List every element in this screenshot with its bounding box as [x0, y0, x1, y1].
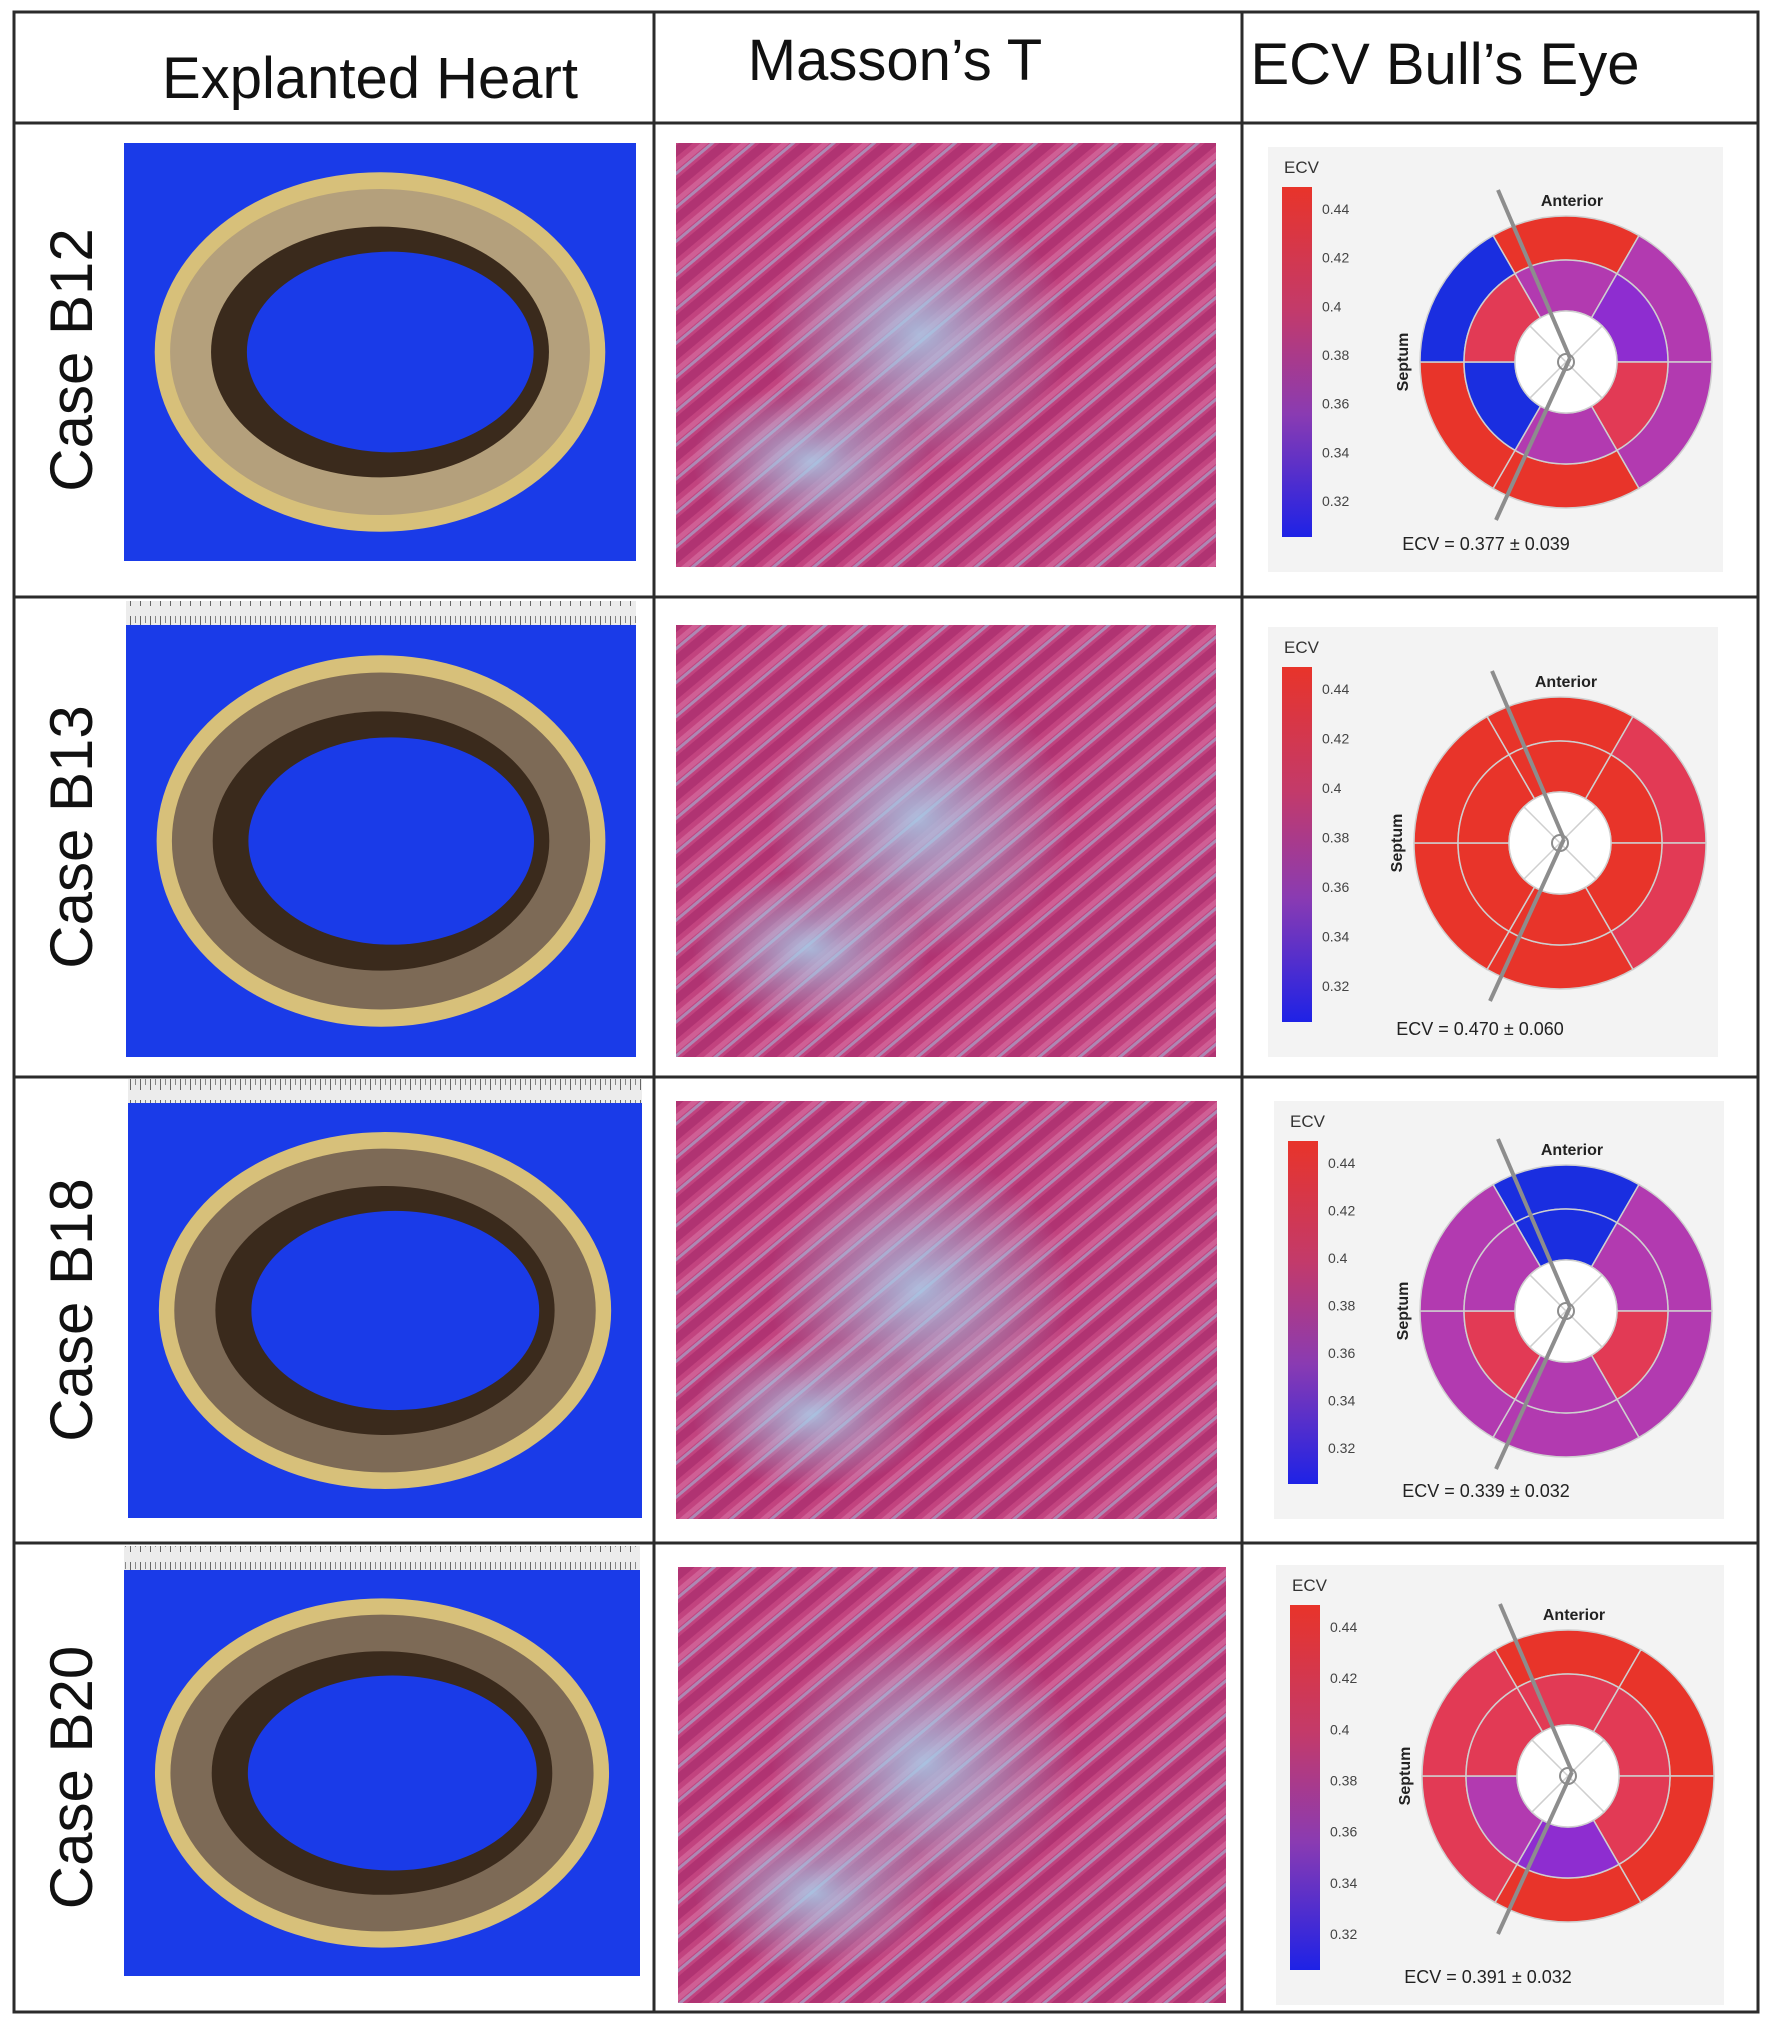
colorbar-tick-label: 0.44	[1322, 681, 1349, 697]
colorbar-title: ECV	[1284, 158, 1320, 177]
colorbar-tick-label: 0.44	[1328, 1155, 1355, 1171]
reference-line	[1494, 357, 1572, 521]
septum-label: Septum	[1389, 814, 1406, 873]
bulls-eye-plot	[1419, 189, 1713, 521]
colorbar-tick-label: 0.34	[1330, 1875, 1357, 1891]
header-ecv-bulls-eye: ECV Bull’s Eye	[1251, 32, 1640, 97]
colorbar-tick-label: 0.36	[1330, 1824, 1357, 1840]
colorbar-tick-label: 0.34	[1322, 444, 1349, 460]
colorbar-tick-label: 0.44	[1322, 201, 1349, 217]
case-row: Case B20 ECV 0.44 0.42 0.4 0.38 0.36 0.34 0.32 An…	[38, 1546, 1724, 2005]
reference-line	[1498, 1603, 1574, 1773]
colorbar-tick-label: 0.42	[1328, 1203, 1355, 1219]
reference-line	[1494, 1306, 1572, 1470]
ruler	[124, 1546, 640, 1572]
colorbar-tick-label: 0.44	[1330, 1619, 1357, 1635]
massons-trichrome-image	[676, 143, 1216, 567]
colorbar-tick-label: 0.34	[1328, 1393, 1355, 1409]
header-explanted-heart: Explanted Heart	[162, 46, 578, 111]
colorbar-title: ECV	[1290, 1112, 1326, 1131]
colorbar-tick-label: 0.32	[1328, 1440, 1355, 1456]
anterior-label: Anterior	[1541, 193, 1603, 210]
colorbar-tick-label: 0.32	[1330, 1926, 1357, 1942]
colorbar-tick-label: 0.32	[1322, 978, 1349, 994]
colorbar-tick-label: 0.36	[1322, 396, 1349, 412]
ecv-bulls-eye-panel: ECV 0.44 0.42 0.4 0.38 0.36 0.34 0.32 Anterior Se…	[1274, 1101, 1724, 1519]
colorbar	[1288, 1141, 1318, 1484]
case-rows: Case B12 ECV 0.44 0.42 0.4 0.38 0.36 0.34 0.32 An…	[38, 143, 1724, 2005]
colorbar	[1290, 1605, 1320, 1970]
colorbar-tick-label: 0.34	[1322, 929, 1349, 945]
colorbar-tick-label: 0.4	[1322, 780, 1342, 796]
colorbar-tick-label: 0.38	[1322, 830, 1349, 846]
bulls-eye-plot	[1413, 670, 1707, 1002]
colorbar-title: ECV	[1284, 638, 1320, 657]
case-label: Case B18	[38, 1178, 105, 1442]
anterior-label: Anterior	[1541, 1142, 1603, 1159]
ruler	[128, 1079, 642, 1105]
colorbar	[1282, 667, 1312, 1022]
reference-line	[1490, 670, 1566, 840]
colorbar-tick-label: 0.32	[1322, 493, 1349, 509]
colorbar-tick-label: 0.38	[1328, 1298, 1355, 1314]
colorbar-tick-label: 0.4	[1328, 1250, 1348, 1266]
case-row: Case B12 ECV 0.44 0.42 0.4 0.38 0.36 0.34 0.32 An…	[38, 143, 1723, 572]
ecv-summary: ECV = 0.391 ± 0.032	[1404, 1967, 1572, 1987]
massons-trichrome-image	[676, 625, 1216, 1057]
case-label: Case B13	[38, 705, 105, 969]
ecv-bulls-eye-panel: ECV 0.44 0.42 0.4 0.38 0.36 0.34 0.32 Anterior Se…	[1276, 1565, 1724, 2005]
ecv-bulls-eye-panel: ECV 0.44 0.42 0.4 0.38 0.36 0.34 0.32 Anterior Se…	[1268, 627, 1718, 1057]
septum-label: Septum	[1397, 1747, 1414, 1806]
ecv-summary: ECV = 0.339 ± 0.032	[1402, 1481, 1570, 1501]
colorbar-tick-label: 0.42	[1322, 731, 1349, 747]
column-headers: Explanted Heart Masson’s T ECV Bull’s Ey…	[162, 28, 1639, 111]
bulls-eye-plot	[1419, 1138, 1713, 1470]
colorbar-tick-label: 0.4	[1330, 1721, 1350, 1737]
colorbar-tick-label: 0.42	[1330, 1670, 1357, 1686]
reference-line	[1496, 1771, 1574, 1935]
explanted-heart-photo	[124, 1546, 640, 1976]
ruler	[126, 601, 636, 627]
septum-label: Septum	[1395, 333, 1412, 392]
reference-line	[1488, 838, 1566, 1002]
explanted-heart-photo	[124, 143, 636, 561]
case-row: Case B18 ECV 0.44 0.42 0.4 0.38 0.36 0.34 0.32 An…	[38, 1079, 1724, 1519]
case-label: Case B20	[38, 1646, 105, 1910]
anterior-label: Anterior	[1543, 1607, 1605, 1624]
table-grid	[12, 10, 1760, 2014]
colorbar-tick-label: 0.36	[1322, 879, 1349, 895]
ecv-summary: ECV = 0.377 ± 0.039	[1402, 534, 1570, 554]
case-label: Case B12	[38, 228, 105, 492]
ecv-summary: ECV = 0.470 ± 0.060	[1396, 1019, 1564, 1039]
case-row: Case B13 ECV 0.44 0.42 0.4 0.38 0.36 0.34 0.32 An…	[38, 601, 1718, 1057]
colorbar-tick-label: 0.38	[1322, 347, 1349, 363]
table-border	[12, 10, 1760, 2014]
explanted-heart-photo	[126, 601, 636, 1057]
reference-line	[1496, 1138, 1572, 1308]
bulls-eye-plot	[1421, 1603, 1715, 1935]
massons-trichrome-image	[676, 1101, 1217, 1519]
septum-label: Septum	[1395, 1282, 1412, 1341]
colorbar-tick-label: 0.4	[1322, 298, 1342, 314]
colorbar-tick-label: 0.38	[1330, 1773, 1357, 1789]
ecv-bulls-eye-panel: ECV 0.44 0.42 0.4 0.38 0.36 0.34 0.32 Anterior Se…	[1268, 147, 1723, 572]
anterior-label: Anterior	[1535, 674, 1597, 691]
colorbar	[1282, 187, 1312, 537]
massons-trichrome-image	[678, 1567, 1226, 2003]
header-massons-trichrome: Masson’s T	[748, 28, 1042, 93]
colorbar-title: ECV	[1292, 1576, 1328, 1595]
colorbar-tick-label: 0.42	[1322, 250, 1349, 266]
colorbar-tick-label: 0.36	[1328, 1345, 1355, 1361]
explanted-heart-photo	[128, 1079, 642, 1518]
reference-line	[1496, 189, 1572, 359]
